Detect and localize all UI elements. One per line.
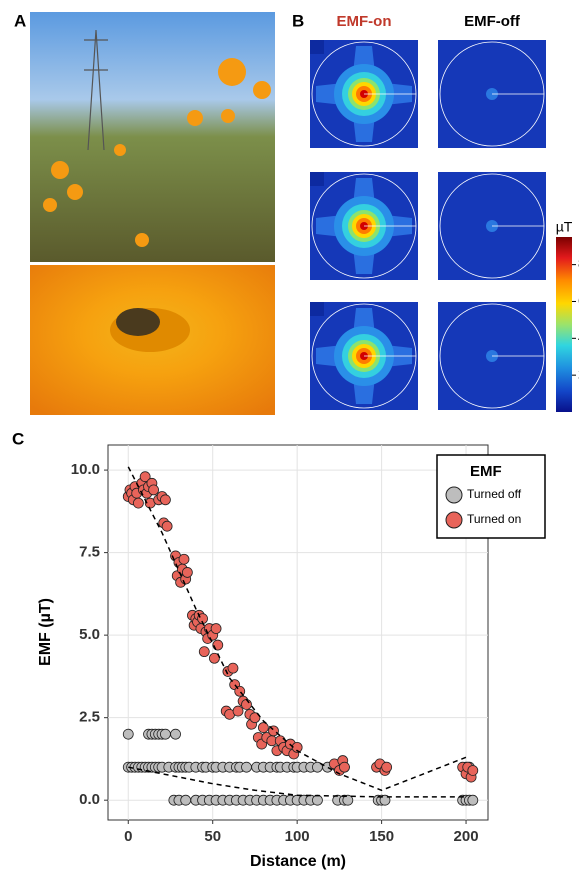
point [160, 728, 171, 740]
plot-area [107, 444, 489, 821]
point [241, 761, 252, 773]
legend-swatch [445, 511, 463, 529]
point [170, 728, 181, 740]
point [122, 728, 134, 740]
power-pylon [84, 29, 108, 151]
heatmap-corner [310, 302, 324, 316]
colorbar [556, 237, 572, 412]
legend-title: EMF [470, 463, 502, 480]
point [148, 484, 160, 496]
x-tick-label: 200 [454, 828, 479, 845]
point [208, 652, 220, 664]
bee [116, 308, 160, 336]
point [339, 761, 350, 773]
poppy-flowers [43, 58, 271, 247]
trend-line [127, 466, 467, 792]
trend-line [128, 766, 467, 798]
point [180, 794, 192, 806]
point [467, 794, 479, 806]
x-tick-label: 100 [285, 828, 310, 845]
plot: 0.0 2.5 5.0 7.5 10.0 0 50 100 150 200 [71, 445, 488, 845]
point [291, 741, 303, 753]
photo-poppies [30, 12, 275, 262]
x-axis-title: Distance (m) [250, 853, 346, 870]
point [232, 705, 244, 717]
column-title: EMF-off [464, 13, 521, 30]
point [198, 646, 210, 658]
x-tick-label: 50 [204, 828, 221, 845]
legend-label: Turned on [467, 512, 521, 526]
point [212, 639, 224, 651]
y-tick-label: 7.5 [79, 544, 100, 561]
point [312, 794, 323, 806]
point [227, 662, 239, 674]
heatmap-corner [310, 172, 324, 186]
legend-label: Turned off [467, 487, 522, 501]
point [132, 497, 144, 509]
y-axis-title: EMF (µT) [37, 598, 54, 666]
heatmaps [310, 40, 546, 410]
point [257, 722, 269, 733]
panel-label: C [12, 429, 24, 448]
point [241, 699, 252, 710]
point [379, 794, 391, 806]
point [178, 553, 190, 565]
colorbar-unit: µT [556, 219, 573, 235]
column-title: EMF-on [337, 13, 392, 30]
panel-label: A [14, 11, 26, 30]
y-tick-label: 0.0 [79, 791, 100, 808]
y-tick-label: 10.0 [71, 461, 100, 478]
y-tick-label: 5.0 [79, 626, 100, 643]
point [342, 794, 354, 806]
point [467, 765, 479, 776]
y-tick-label: 2.5 [79, 709, 100, 726]
x-tick-label: 150 [369, 828, 394, 845]
x-tick-label: 0 [124, 828, 132, 845]
panel-label: B [292, 11, 304, 30]
point [249, 712, 261, 724]
heatmap-corner [310, 40, 324, 54]
point [381, 761, 393, 773]
point [161, 520, 173, 532]
point [181, 567, 193, 578]
point [210, 623, 222, 634]
point [160, 494, 171, 506]
point [139, 471, 151, 483]
legend-swatch [445, 486, 463, 504]
